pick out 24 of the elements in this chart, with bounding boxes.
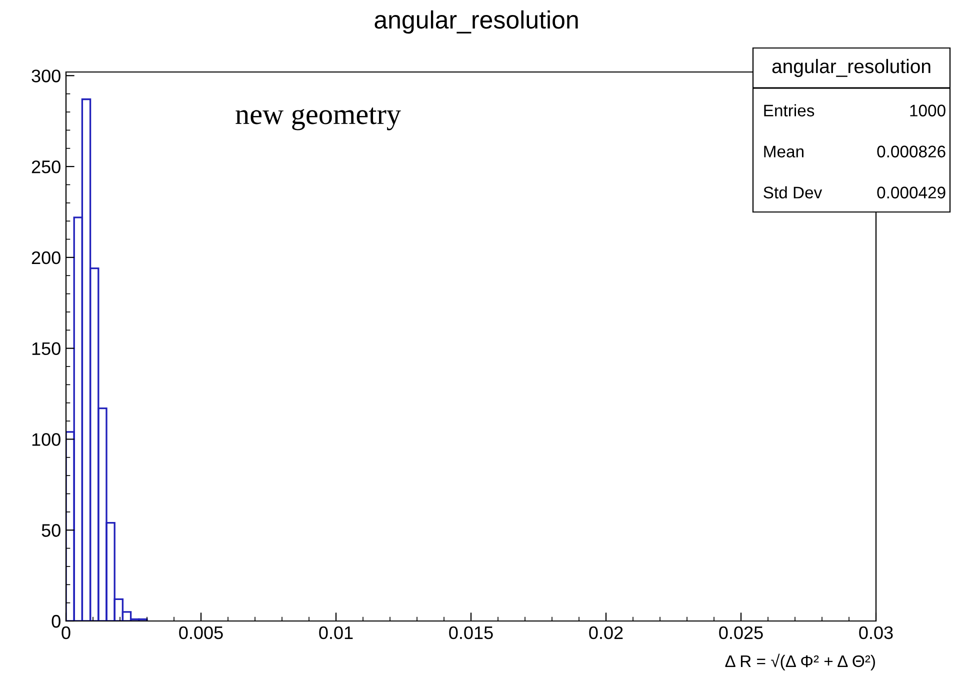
x-tick-label: 0.015 [449,626,493,640]
y-tick-label: 200 [32,251,60,264]
annotation: Std Dev [764,186,822,198]
y-tick-label: 50 [42,524,60,537]
x-tick-label: 0 [62,626,70,640]
annotation: Entries [764,104,814,116]
y-tick-label: 100 [32,433,60,446]
chart-title: angular_resolution [374,10,578,34]
x-tick-label: 0.01 [319,626,353,640]
annotation: angular_resolution [772,58,930,78]
x-tick-label: 0.025 [719,626,763,640]
y-tick-label: 300 [32,70,60,82]
annotation: Mean [764,146,804,158]
y-tick-label: 150 [32,342,60,356]
y-tick-label: 250 [32,160,60,174]
x-tick-label: 0.005 [179,626,223,640]
x-axis-title: Δ R = √(Δ Φ² + Δ Θ²) [725,654,875,670]
x-tick-label: 0.02 [589,626,623,640]
text: 1000 [910,104,946,116]
text: 0.000429 [877,186,946,198]
y-tick-label: 0 [52,614,60,628]
annotation: new geometry [236,108,401,130]
text: 0.000826 [877,146,946,158]
x-tick-label: 0.03 [859,626,893,640]
